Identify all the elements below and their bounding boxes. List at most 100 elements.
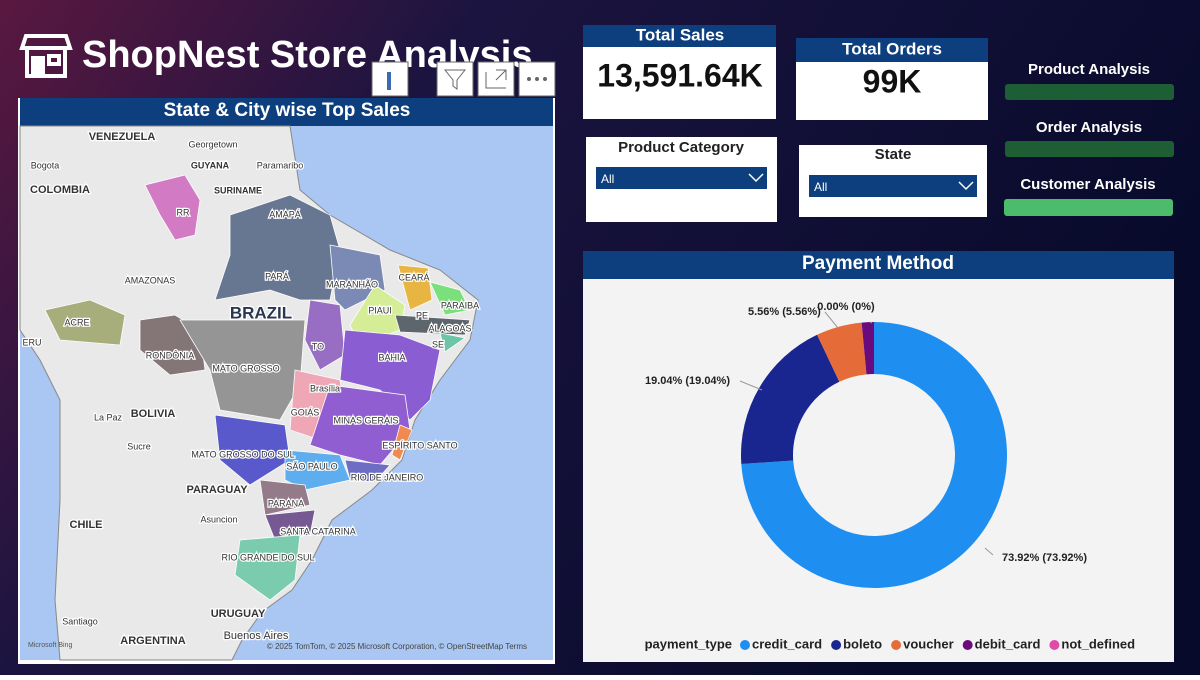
- map-label: Paramaribo: [257, 160, 304, 170]
- map-label: CHILE: [70, 519, 103, 531]
- card-header: [796, 38, 988, 62]
- chevron[interactable]: [958, 181, 974, 191]
- map-label: La Paz: [94, 412, 123, 422]
- map-label: BOLIVIA: [131, 408, 176, 420]
- leader-line: [739, 380, 763, 391]
- legend-label: debit_card: [975, 636, 1041, 651]
- card-title: Total Orders: [842, 39, 942, 58]
- map-label: ACRE: [64, 317, 89, 327]
- map-label: MINAS GERAIS: [333, 415, 398, 425]
- slicer-label: Product Category: [618, 139, 745, 156]
- nav-label[interactable]: Product Analysis: [1028, 61, 1150, 78]
- map-label: PIAUI: [368, 305, 392, 315]
- map-attribution: © 2025 TomTom, © 2025 Microsoft Corporat…: [267, 642, 527, 651]
- map-label: MARANHÃO: [326, 279, 378, 289]
- map-label: ARGENTINA: [120, 635, 185, 647]
- map-label: Asuncion: [200, 514, 237, 524]
- map-label: RIO DE JANEIRO: [351, 472, 424, 482]
- chart-title: Payment Method: [802, 253, 954, 274]
- chart-panel: [583, 251, 1174, 662]
- map-label: ESPÍRITO SANTO: [382, 440, 457, 450]
- map-label: Bogota: [31, 160, 60, 170]
- nav-button[interactable]: [1005, 84, 1174, 100]
- nav-label[interactable]: Customer Analysis: [1020, 176, 1155, 193]
- legend-swatch: [962, 640, 973, 650]
- map-label: PARAIBA: [441, 300, 479, 310]
- chevron[interactable]: [748, 173, 764, 183]
- legend-title: payment_type: [645, 636, 732, 651]
- slicer-label: State: [875, 146, 912, 163]
- legend-swatch: [740, 640, 750, 650]
- legend-label: voucher: [903, 636, 954, 651]
- card-header: [583, 25, 776, 47]
- map-logo: Microsoft Bing: [28, 642, 72, 649]
- map-label: VENEZUELA: [89, 131, 156, 143]
- map-label: SE: [432, 339, 444, 349]
- donut-slice: [741, 322, 1007, 589]
- map-label: CEARÁ: [398, 272, 429, 282]
- map-label: SURINAME: [214, 185, 262, 195]
- map-label: GOIÁS: [291, 407, 320, 417]
- map-title: State & City wise Top Sales: [164, 100, 411, 121]
- map-label: MATO GROSSO: [212, 363, 279, 373]
- nav-button[interactable]: [1004, 199, 1173, 216]
- map: VENEZUELA Bogota Georgetown GUYANA Paramarib…: [19, 125, 553, 661]
- map-label: PE: [416, 310, 428, 320]
- map-label: RONDÔNIA: [146, 350, 195, 360]
- slicer-dropdown[interactable]: [809, 175, 977, 197]
- map-label: Brasília: [310, 383, 340, 393]
- visual-header-icons[interactable]: [371, 61, 556, 97]
- map-label: RIO GRANDE DO SUL: [221, 552, 314, 562]
- data-label: 0.00% (0%): [817, 301, 875, 313]
- map-label: Santiago: [62, 616, 98, 626]
- nav-label[interactable]: Order Analysis: [1036, 119, 1142, 136]
- map-label: ALAGOAS: [428, 323, 471, 333]
- donut-slice: [741, 334, 840, 465]
- legend-label: not_defined: [1061, 636, 1135, 651]
- chart-header: [583, 251, 1174, 279]
- nav-button[interactable]: [1005, 141, 1174, 157]
- data-label: 19.04% (19.04%): [645, 375, 730, 387]
- map-label: AMAZONAS: [125, 275, 176, 285]
- data-label: 5.56% (5.56%): [748, 306, 821, 318]
- map-label: BRAZIL: [230, 303, 292, 322]
- map-label: PARAGUAY: [186, 484, 248, 496]
- legend-label: credit_card: [752, 636, 822, 651]
- slicer-value[interactable]: All: [601, 172, 614, 186]
- map-label: COLOMBIA: [30, 184, 90, 196]
- map-label: RR: [177, 207, 190, 217]
- map-label: PARANA: [268, 498, 304, 508]
- donut-slice: [861, 322, 874, 375]
- data-label: 73.92% (73.92%): [1002, 552, 1087, 564]
- states: [44, 174, 471, 601]
- map-label: TO: [312, 341, 324, 351]
- map-label: Sucre: [127, 441, 151, 451]
- card-value: 13,591.64K: [597, 57, 762, 93]
- leader-line: [824, 311, 839, 329]
- map-label: MATO GROSSO DO SUL: [191, 449, 294, 459]
- map-label: ERU: [22, 337, 41, 347]
- map-label: SANTA CATARINA: [280, 526, 356, 536]
- map-label: AMAPÁ: [269, 209, 301, 219]
- legend-swatch: [891, 640, 902, 650]
- leader-line: [869, 321, 873, 324]
- map-header: [20, 98, 553, 126]
- slicer-value[interactable]: All: [814, 180, 827, 194]
- map-label: PARÁ: [265, 271, 289, 281]
- slicer-dropdown[interactable]: [596, 167, 767, 189]
- map-label: BAHIA: [378, 352, 405, 362]
- map-label: GUYANA: [191, 160, 230, 170]
- legend-label: boleto: [843, 636, 882, 651]
- card-title: Total Sales: [636, 25, 725, 44]
- shop-icon: [19, 34, 73, 78]
- card-value: 99K: [863, 63, 922, 99]
- map-label: Georgetown: [188, 139, 237, 149]
- map-label: URUGUAY: [211, 608, 266, 620]
- map-label: Buenos Aires: [224, 630, 289, 642]
- map-label: SÃO PAULO: [286, 461, 337, 471]
- leader-line: [984, 547, 994, 556]
- legend-swatch: [1049, 640, 1060, 650]
- donut-slice: [817, 322, 867, 382]
